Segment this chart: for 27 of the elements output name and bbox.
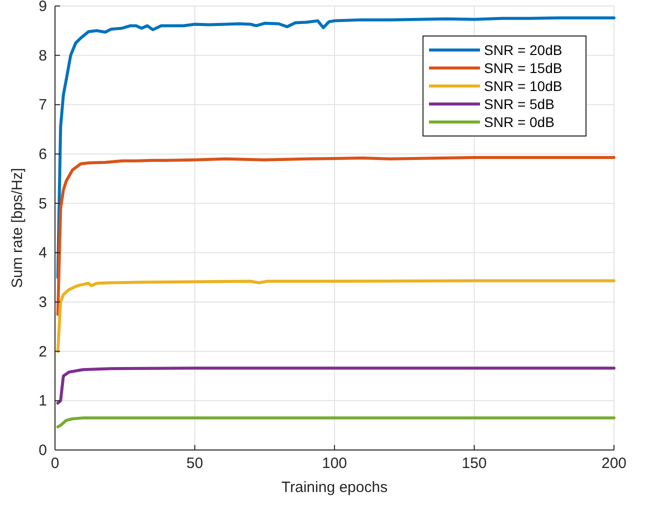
y-tick-label: 7 [38, 96, 47, 114]
line-series [56, 366, 616, 405]
x-tick-label: 200 [601, 455, 627, 472]
line-series [56, 416, 616, 428]
y-tick-label: 1 [38, 392, 47, 410]
legend-label: SNR = 10dB [484, 78, 562, 94]
y-tick-label: 6 [38, 146, 47, 163]
legend-label: SNR = 0dB [484, 114, 554, 130]
line-series [56, 16, 616, 279]
x-axis-title: Training epochs [281, 479, 388, 496]
x-tick-label: 100 [322, 455, 348, 472]
legend-label: SNR = 5dB [484, 96, 554, 112]
x-tick-label: 150 [462, 455, 487, 472]
y-tick-label: 9 [38, 0, 47, 15]
legend-label: SNR = 20dB [484, 42, 562, 58]
y-tick-label: 3 [38, 294, 47, 311]
line-series [56, 156, 616, 316]
y-tick-label: 8 [38, 47, 47, 64]
y-tick-label: 2 [38, 343, 47, 360]
y-tick-label: 0 [38, 442, 47, 459]
y-axis-title: Sum rate [bps/Hz] [9, 168, 26, 288]
y-tick-label: 4 [38, 244, 47, 262]
line-series [56, 279, 616, 353]
x-tick-label: 0 [50, 455, 60, 472]
y-tick-label: 5 [38, 195, 47, 212]
legend-label: SNR = 15dB [484, 60, 562, 76]
x-tick-label: 50 [186, 455, 204, 472]
